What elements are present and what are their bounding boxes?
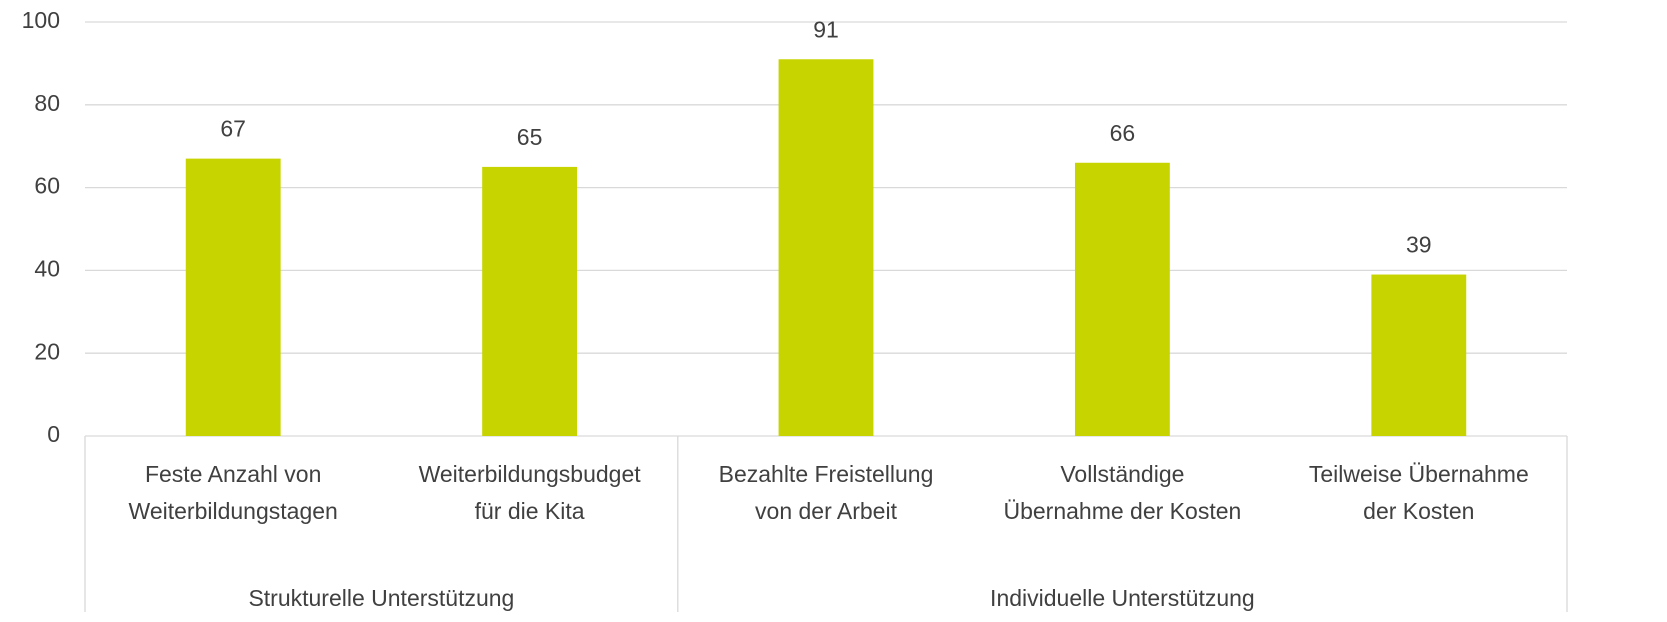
y-tick-label: 60 — [34, 173, 60, 199]
y-tick-label: 0 — [47, 421, 60, 447]
y-tick-label: 100 — [22, 7, 60, 33]
value-label: 65 — [517, 124, 543, 150]
x-tick-label: Weiterbildungsbudget für die Kita — [418, 461, 641, 524]
value-label: 91 — [813, 16, 839, 42]
x-tick-label: Feste Anzahl von Weiterbildungstagen — [128, 461, 338, 524]
group-label: Individuelle Unterstützung — [990, 585, 1255, 611]
y-tick-label: 20 — [34, 338, 60, 364]
value-label: 39 — [1406, 232, 1432, 258]
bar — [778, 59, 874, 436]
bar — [185, 158, 281, 436]
value-label: 67 — [220, 116, 246, 142]
group-label: Strukturelle Unterstützung — [248, 585, 515, 611]
bar — [1371, 274, 1467, 436]
x-tick-label: Teilweise Übernahme der Kosten — [1308, 461, 1529, 524]
y-tick-label: 80 — [34, 90, 60, 116]
value-label: 66 — [1110, 120, 1136, 146]
x-tick-label: Bezahlte Freistellung von der Arbeit — [718, 461, 934, 524]
bar — [482, 166, 578, 436]
y-tick-label: 40 — [34, 255, 60, 281]
x-tick-label: Vollständige Übernahme der Kosten — [1003, 461, 1242, 524]
bar — [1074, 162, 1170, 436]
